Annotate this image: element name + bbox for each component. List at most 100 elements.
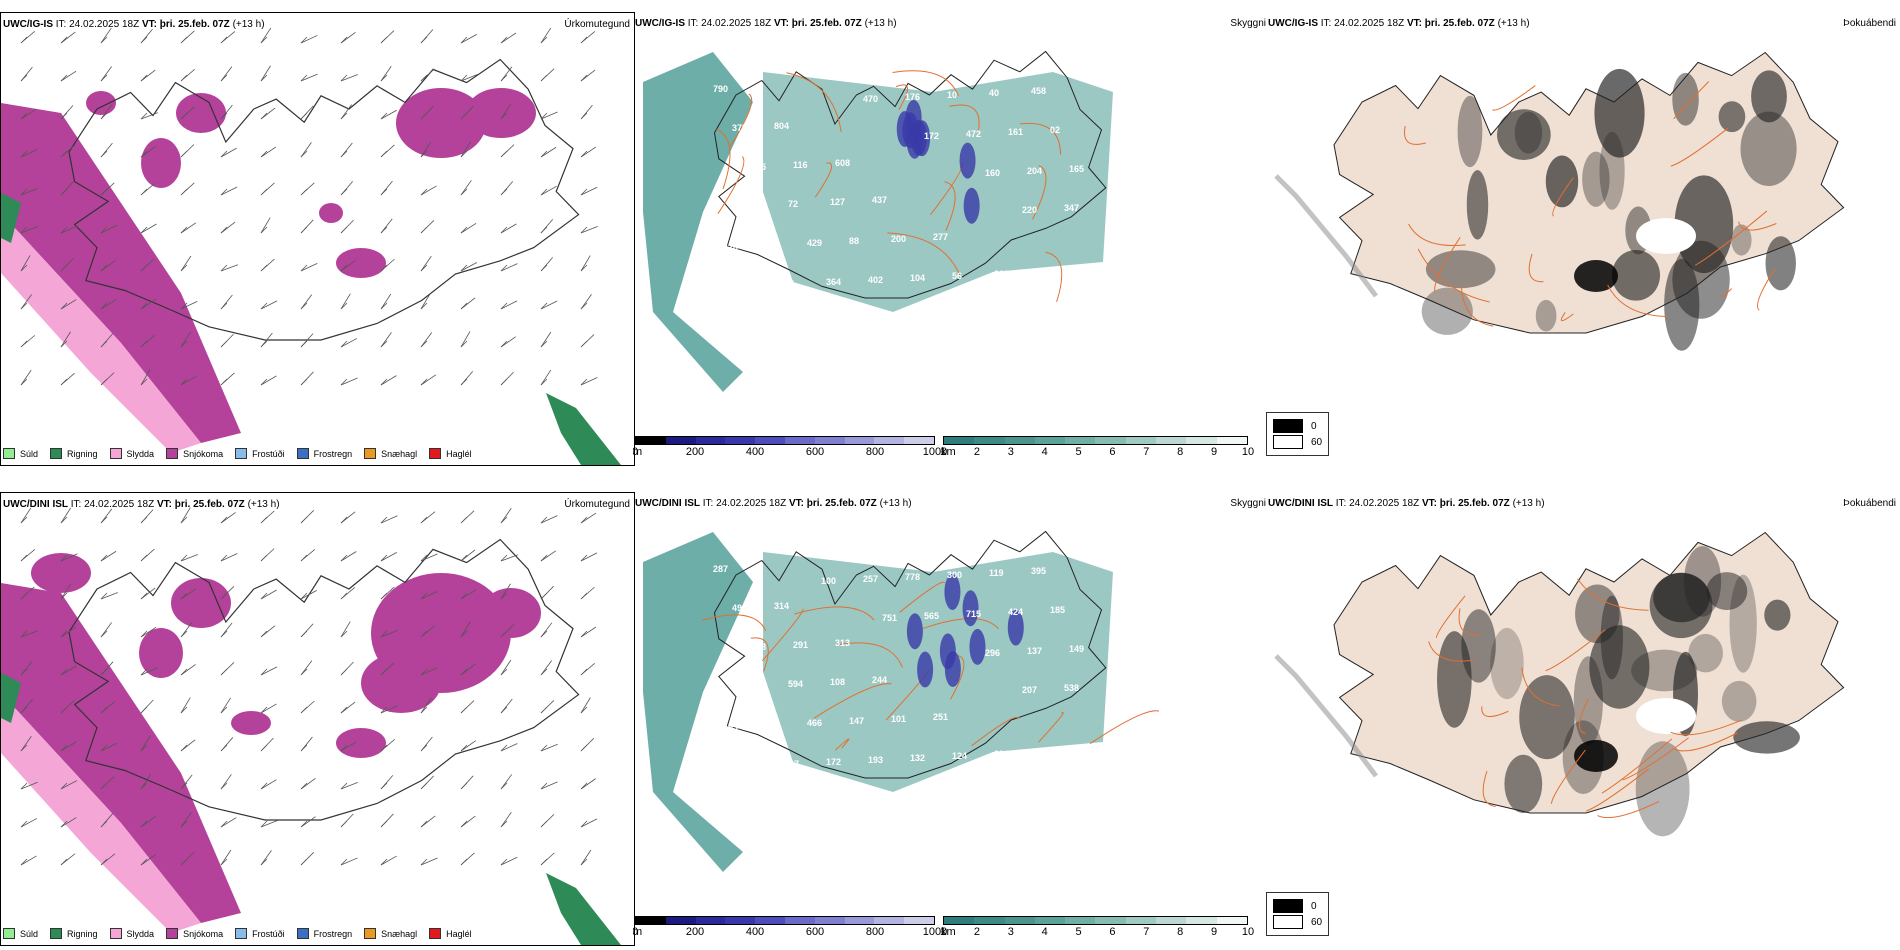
cloud-base-label: 124 [952,751,967,761]
frost-area [1740,111,1797,186]
scale-tick: 800 [865,446,885,458]
cloud-base-area [917,651,934,688]
scale-tick: 0 [633,926,639,938]
wind-barb [340,74,358,82]
wind-barb [20,630,39,638]
cloud-base-label: 594 [788,679,803,689]
legend-item: Haglél [429,448,472,459]
cloud-base-label: 257 [863,574,878,584]
frost-area [1575,584,1620,644]
wind-barb [460,700,475,714]
wind-barb [460,262,478,272]
wind-barb [340,259,356,272]
wind-barb [180,588,197,600]
wind-barb [540,257,554,272]
panel-header: UWC/DINI ISL IT: 24.02.2025 18Z VT: þri.… [1268,498,1545,509]
wind-barb [540,660,553,676]
wind-barb [180,507,191,524]
wind-barb [100,550,117,562]
cloud-base-label: 40 [989,88,999,98]
legend-swatch [109,928,122,939]
frost-area [1490,627,1524,700]
legend-label: Rigning [67,928,98,939]
wind-barb [420,775,434,790]
cloud-base-label: 200 [891,234,906,244]
glacier [1636,218,1696,254]
frost-area [1437,631,1472,728]
frost-map [1274,531,1845,837]
road [1579,698,1589,734]
wind-barb [20,149,38,158]
wind-barb [500,32,517,44]
panel-title: Þokuábendi [1843,18,1896,29]
cloud-base-label: 02 [1050,125,1060,135]
cloud-base-label: 466 [807,718,822,728]
wind-barb [180,852,195,866]
scale-tick: 2 [973,446,980,458]
wind-barb [580,146,597,158]
scale-tick: 1000 [922,446,948,458]
wind-barb [100,27,112,44]
frost-area [1672,72,1699,126]
frost-area [1497,109,1551,160]
wind-barb [100,661,114,676]
wind-barb [500,659,512,676]
wind-barb [60,105,74,120]
wind-barb [180,375,197,386]
wind-barb [140,626,157,638]
wind-barb [100,142,113,158]
road [895,84,908,110]
visibility-panel-1: UWC/DINI ISL IT: 24.02.2025 18Z VT: þri.… [633,492,1266,944]
cloud-base-label: 402 [868,275,883,285]
scale-step [1034,437,1066,444]
cloud-base-label: 313 [835,638,850,648]
snow-area [481,588,541,638]
cloud-base-label: 101 [891,714,906,724]
scale-tick: 2 [973,926,980,938]
wind-barb [380,629,398,638]
scale-step [784,917,815,924]
scale-step [814,917,845,924]
frost-area [1594,68,1645,158]
wind-barb [380,552,398,562]
snow-area [86,91,116,115]
cloud-base-label: 172 [924,131,939,141]
cloud-base-label: 57 [784,279,794,289]
cloud-base-label: 538 [1064,683,1079,693]
wind-barb [100,701,116,714]
wind-barb [580,255,591,272]
wind-barb [460,775,474,790]
road [1521,667,1560,707]
rain-area [1,193,21,243]
glacier [1636,698,1696,734]
frost-legend-swatch [1273,915,1303,929]
wind-barb [180,106,195,120]
frost-area [1519,675,1575,760]
wind-barb [340,219,354,234]
wind-barb [340,104,352,120]
frost-area [1649,572,1713,639]
visibility-panel-0: UWC/IG-IS IT: 24.02.2025 18Z VT: þri. 25… [633,12,1266,464]
road [717,156,745,214]
wind-barb [60,257,74,272]
scale-step [1216,917,1247,924]
wind-barb [420,141,432,158]
road [1492,85,1536,111]
snow-area [319,203,343,223]
legend-label: Slydda [126,448,155,459]
wind-barb [220,104,233,120]
scale-step [944,917,975,924]
cloud-base-label: 429 [807,238,822,248]
wind-barb [60,372,75,386]
wind-barb [180,622,193,638]
wind-barb [300,371,314,386]
wind-barb [220,849,232,866]
wind-barb [580,334,595,348]
wind-barb [260,589,277,600]
wind-barb [260,548,275,562]
wind-barb [260,375,277,386]
frost-area [1573,656,1603,746]
road [1597,800,1660,819]
wind-barb [220,66,233,82]
scale-tick: 9 [1211,926,1218,938]
